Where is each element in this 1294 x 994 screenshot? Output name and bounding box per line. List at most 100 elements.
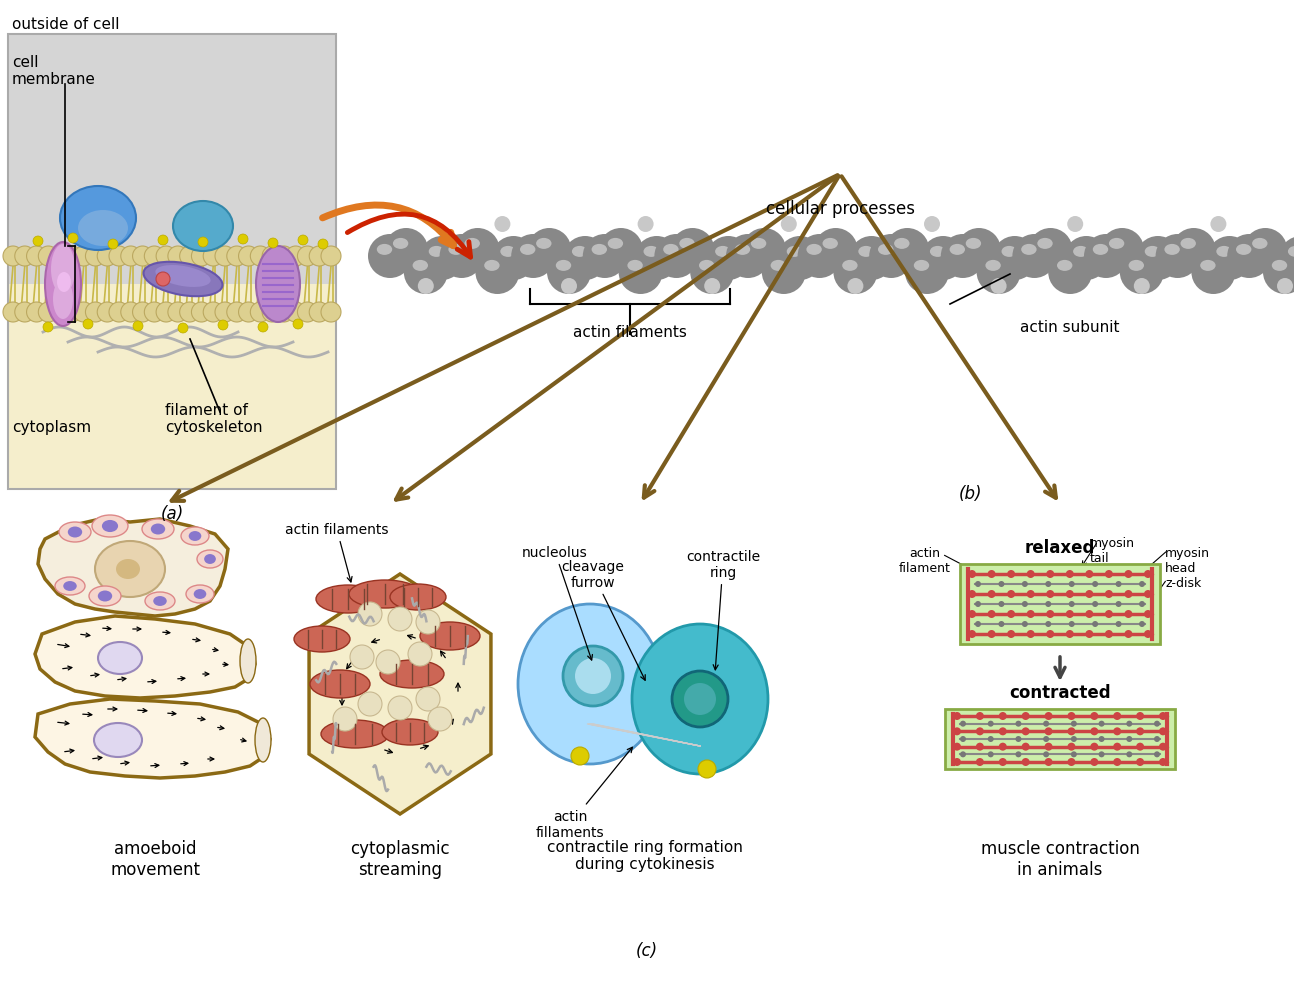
Circle shape [1092,621,1099,627]
Circle shape [180,303,199,323]
Circle shape [999,621,1004,627]
Ellipse shape [914,260,929,271]
Ellipse shape [591,245,607,255]
Circle shape [924,217,939,233]
Circle shape [43,323,53,333]
Circle shape [250,247,270,266]
Circle shape [870,235,914,278]
Circle shape [367,235,411,278]
Circle shape [1113,743,1121,750]
Ellipse shape [153,596,167,606]
Ellipse shape [1021,245,1036,255]
Ellipse shape [189,532,202,542]
Ellipse shape [1253,239,1268,249]
Ellipse shape [145,592,175,610]
Circle shape [133,322,144,332]
Circle shape [1277,278,1293,294]
Circle shape [987,737,994,743]
FancyArrowPatch shape [841,177,1056,498]
Ellipse shape [116,560,140,580]
Circle shape [1105,630,1113,638]
Text: (b): (b) [959,484,982,503]
FancyArrowPatch shape [347,215,471,257]
Ellipse shape [858,247,873,257]
Circle shape [192,303,211,323]
Ellipse shape [63,581,76,591]
Circle shape [157,247,176,266]
Text: cleavage
furrow: cleavage furrow [562,560,646,681]
Circle shape [1046,621,1051,627]
Circle shape [1022,601,1027,607]
Circle shape [1047,630,1055,638]
Circle shape [1159,743,1167,750]
Circle shape [1007,590,1014,598]
Circle shape [1012,235,1056,278]
Circle shape [1016,721,1021,727]
Circle shape [404,250,448,294]
Text: actin
filament: actin filament [899,547,951,575]
Ellipse shape [151,524,166,535]
Ellipse shape [823,239,839,249]
Ellipse shape [842,260,858,271]
Circle shape [575,658,611,694]
Text: contractile ring formation
during cytokinesis: contractile ring formation during cytoki… [547,839,743,872]
Circle shape [415,687,440,712]
Circle shape [1092,581,1099,587]
Circle shape [62,247,82,266]
Circle shape [1115,581,1122,587]
Circle shape [258,323,268,333]
Circle shape [1159,758,1167,766]
Circle shape [905,250,949,294]
Circle shape [85,303,105,323]
Circle shape [672,671,729,728]
Circle shape [1124,571,1132,579]
Circle shape [1136,237,1180,280]
Ellipse shape [413,260,428,271]
Circle shape [976,743,983,750]
Circle shape [1126,751,1132,757]
Circle shape [987,751,994,757]
Circle shape [263,247,282,266]
Ellipse shape [294,626,349,652]
Circle shape [1048,250,1092,294]
Circle shape [1113,713,1121,721]
Circle shape [62,303,82,323]
Circle shape [298,303,317,323]
Circle shape [726,235,770,278]
Circle shape [778,237,822,280]
Bar [8,35,336,489]
Circle shape [157,303,176,323]
Circle shape [132,303,153,323]
Bar [945,710,1175,769]
Circle shape [215,303,236,323]
Circle shape [562,278,577,294]
Text: (c): (c) [635,941,659,959]
Circle shape [1154,737,1159,743]
Circle shape [1068,217,1083,233]
Ellipse shape [173,202,233,251]
Ellipse shape [50,245,75,294]
Ellipse shape [204,555,216,565]
Ellipse shape [78,211,128,247]
Circle shape [50,303,70,323]
Circle shape [1099,751,1105,757]
Circle shape [952,728,961,736]
Circle shape [1144,630,1152,638]
Circle shape [1210,217,1227,233]
Circle shape [1091,758,1099,766]
Circle shape [987,721,994,727]
Ellipse shape [465,239,480,249]
Polygon shape [35,700,270,778]
Circle shape [1016,751,1021,757]
Circle shape [14,303,35,323]
Circle shape [192,247,211,266]
Circle shape [39,247,58,266]
Circle shape [1047,610,1055,618]
Circle shape [1115,621,1122,627]
Circle shape [1136,728,1144,736]
Circle shape [492,237,536,280]
Text: cytoplasmic
streaming: cytoplasmic streaming [351,839,450,878]
Circle shape [85,247,105,266]
Circle shape [582,235,626,278]
Circle shape [168,303,188,323]
